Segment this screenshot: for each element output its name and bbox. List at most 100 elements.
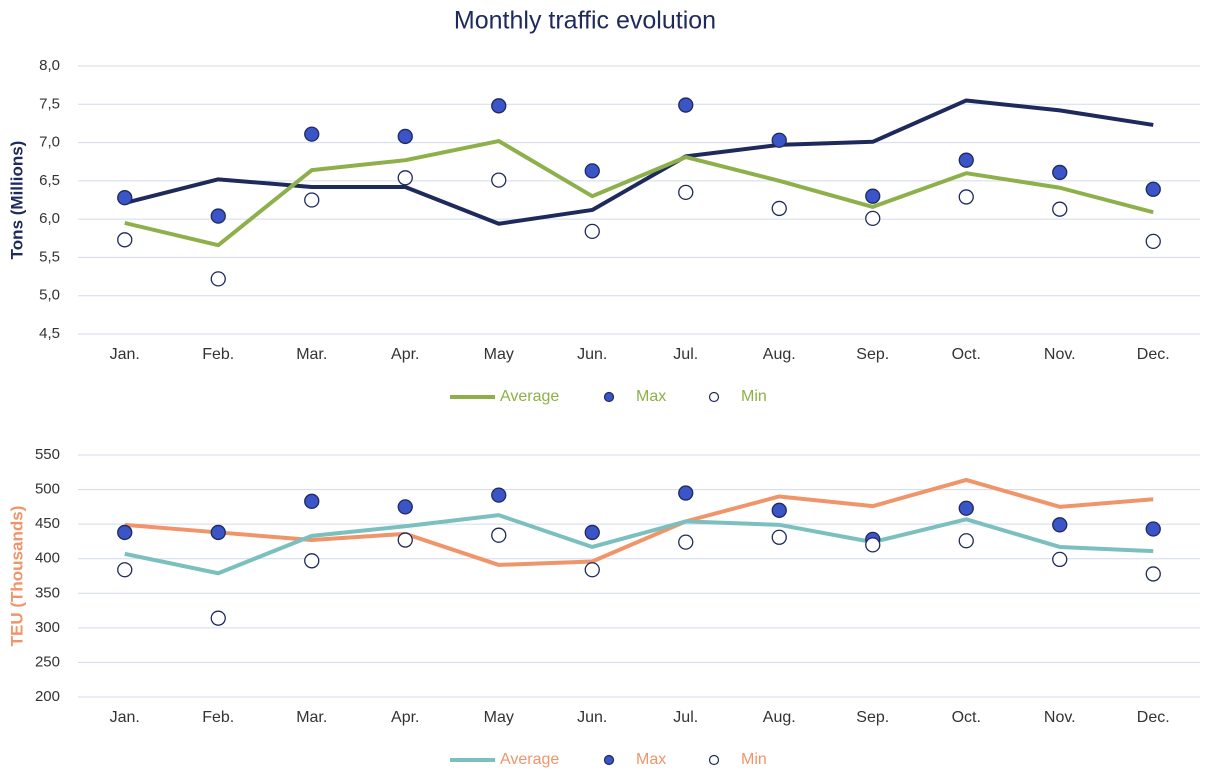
dot [865,188,881,204]
y-tick-label: 350 [35,584,60,601]
dot [117,562,133,578]
dot [117,524,133,541]
y-tick-label: 200 [35,688,60,705]
y-tick-label: 550 [35,446,60,463]
dot [117,232,133,248]
legend-label: Max [636,751,666,768]
x-tick-label: May [484,709,514,726]
dot [210,208,226,224]
dot [210,271,226,287]
dot [491,527,507,543]
dot [210,610,226,626]
dot [491,98,507,114]
dot [210,524,226,541]
x-tick-label: Feb. [202,346,234,363]
legend-swatch [603,754,615,766]
line [124,477,1154,567]
dot [304,493,320,509]
y-tick-label: 8,0 [39,57,60,74]
dot [397,532,413,548]
dot [1052,551,1068,568]
dot [771,502,787,518]
dot [1052,517,1068,533]
legend-label: Min [741,388,767,405]
y-axis-label: Tons (Millions) [7,141,26,260]
x-tick-label: Jan. [110,709,140,726]
dot [1145,181,1161,197]
dot [771,132,787,148]
dot [397,499,413,515]
dot [678,184,694,200]
dot [958,500,974,516]
y-tick-label: 500 [35,481,60,498]
dot [304,126,320,142]
dot [678,97,694,113]
legend-label: Max [636,388,666,405]
dot [958,152,974,168]
legend-swatch [708,754,720,766]
dot [397,170,413,186]
dot [584,562,600,578]
legend-swatch [603,391,615,403]
legend-label: Average [500,388,559,405]
line [124,139,1154,248]
x-tick-label: Jun. [577,709,607,726]
y-tick-label: 400 [35,550,60,567]
x-tick-label: Dec. [1137,346,1170,363]
dot [958,533,974,549]
line [124,513,1154,576]
y-tick-label: 4,5 [39,325,60,342]
x-tick-label: Jul. [673,709,698,726]
x-tick-label: Sep. [856,709,889,726]
dot [1145,233,1161,249]
x-tick-label: Jun. [577,346,607,363]
dot [584,163,600,179]
x-tick-label: Mar. [296,346,327,363]
dot [584,223,600,240]
y-tick-label: 7,5 [39,95,60,112]
legend-swatch [708,391,720,403]
y-tick-label: 5,5 [39,248,60,265]
x-tick-label: Oct. [952,346,981,363]
x-tick-label: Feb. [202,709,234,726]
dot [584,524,600,541]
y-tick-label: 6,5 [39,172,60,189]
dot [771,529,787,545]
dot [678,534,694,550]
y-tick-label: 300 [35,619,60,636]
dot [397,128,413,145]
dot [1052,164,1068,181]
dot [491,487,507,503]
dot [678,485,694,501]
y-tick-label: 250 [35,653,60,670]
x-tick-label: Aug. [763,346,796,363]
x-tick-label: Jul. [673,346,698,363]
x-tick-label: Aug. [763,709,796,726]
x-tick-label: May [484,346,514,363]
dot [771,200,787,217]
dot [1052,201,1068,217]
x-tick-label: Nov. [1044,709,1076,726]
legend-label: Average [500,751,559,768]
x-tick-label: Apr. [391,346,419,363]
dot [865,537,881,553]
y-tick-label: 6,0 [39,210,60,227]
dot [304,192,320,208]
dot [1145,566,1161,582]
dot [865,210,881,227]
x-tick-label: Dec. [1137,709,1170,726]
y-tick-label: 7,0 [39,134,60,151]
x-tick-label: Mar. [296,709,327,726]
x-tick-label: Oct. [952,709,981,726]
x-tick-label: Jan. [110,346,140,363]
y-tick-label: 450 [35,515,60,532]
y-axis-label: TEU (Thousands) [7,506,26,647]
dot [117,190,133,206]
line [124,98,1154,226]
x-tick-label: Sep. [856,346,889,363]
dot [304,553,320,569]
legend-label: Min [741,751,767,768]
dot [491,172,507,188]
